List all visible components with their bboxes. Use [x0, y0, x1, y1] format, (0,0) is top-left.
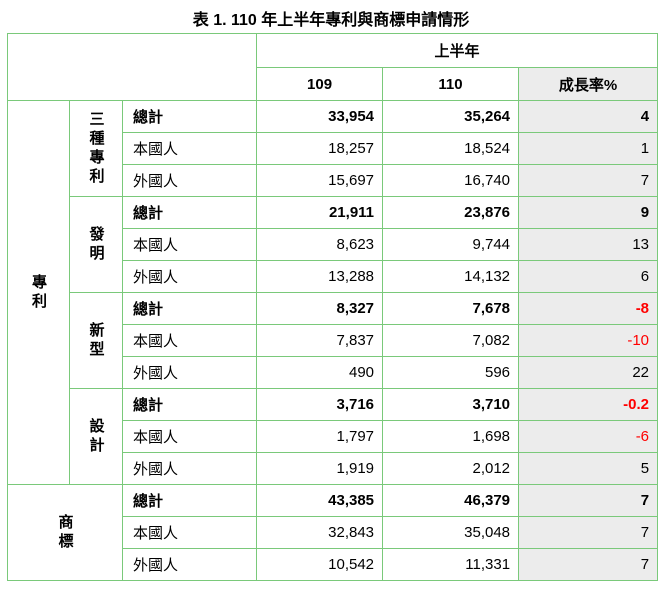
row-label: 總計: [121, 388, 258, 421]
cell-growth: 5: [518, 452, 659, 485]
cell-109: 13,288: [256, 260, 384, 293]
table-row: 設計 總計 3,716 3,710 -0.2: [8, 388, 659, 485]
table-row: 外國人 13,288 14,132 6: [8, 260, 659, 293]
table-row: 商標 總計 43,385 46,379 7: [7, 484, 659, 581]
row-label: 外國人: [121, 260, 258, 293]
cell-109: 1,919: [256, 452, 384, 485]
table-row: 外國人 490 596 22: [8, 356, 659, 389]
cell-110: 2,012: [382, 452, 520, 485]
header-row-period: 上半年: [6, 33, 659, 101]
cell-110: 1,698: [382, 420, 520, 453]
cell-110: 7,082: [382, 324, 520, 357]
cell-109: 18,257: [256, 132, 384, 165]
cell-growth: 4: [518, 100, 659, 133]
table-row: 本國人 18,257 18,524 1: [8, 132, 659, 165]
row-label: 總計: [121, 484, 258, 517]
row-label: 本國人: [121, 420, 258, 453]
row-label: 外國人: [121, 452, 258, 485]
cell-110: 23,876: [382, 196, 520, 229]
subgroup-label-invention: 發明: [69, 196, 123, 293]
cell-109: 43,385: [256, 484, 384, 517]
table-row: 發明 總計 21,911 23,876 9: [8, 196, 659, 293]
cell-109: 490: [256, 356, 384, 389]
cell-growth: -0.2: [518, 388, 659, 421]
cell-growth: 13: [518, 228, 659, 261]
subgroup-label-three: 三種專利: [69, 100, 123, 197]
subgroup-label-utility: 新型: [69, 292, 123, 389]
cell-110: 35,048: [382, 516, 520, 549]
table-row: 本國人 8,623 9,744 13: [8, 228, 659, 261]
cell-growth: 7: [518, 164, 659, 197]
table-row: 新型 總計 8,327 7,678 -8: [8, 292, 659, 389]
table-row: 專利 三種專利 總計 33,954 35,264 4: [7, 100, 659, 485]
header-row-years: 109 110 成長率%: [8, 67, 659, 101]
cell-110: 46,379: [382, 484, 520, 517]
cell-110: 16,740: [382, 164, 520, 197]
row-label: 總計: [121, 292, 258, 325]
cell-110: 7,678: [382, 292, 520, 325]
header-corner-cell: [6, 33, 258, 101]
cell-110: 3,710: [382, 388, 520, 421]
header-growth: 成長率%: [518, 67, 659, 101]
table-title: 表 1. 110 年上半年專利與商標申請情形: [192, 12, 470, 29]
group-label-trademark: 商標: [7, 484, 123, 581]
cell-109: 33,954: [256, 100, 384, 133]
cell-110: 35,264: [382, 100, 520, 133]
cell-growth: -10: [518, 324, 659, 357]
table-row: 外國人 15,697 16,740 7: [8, 164, 659, 197]
row-label: 外國人: [121, 548, 258, 581]
cell-109: 21,911: [256, 196, 384, 229]
header-period: 上半年: [256, 33, 659, 68]
cell-109: 8,327: [256, 292, 384, 325]
row-label: 外國人: [121, 164, 258, 197]
cell-growth: 1: [518, 132, 659, 165]
cell-109: 8,623: [256, 228, 384, 261]
cell-109: 1,797: [256, 420, 384, 453]
cell-growth: -8: [518, 292, 659, 325]
cell-110: 14,132: [382, 260, 520, 293]
cell-growth: -6: [518, 420, 659, 453]
header-year-109: 109: [256, 67, 384, 101]
cell-109: 7,837: [256, 324, 384, 357]
cell-growth: 7: [518, 548, 659, 581]
cell-growth: 6: [518, 260, 659, 293]
cell-110: 18,524: [382, 132, 520, 165]
row-label: 總計: [121, 196, 258, 229]
cell-109: 32,843: [256, 516, 384, 549]
statistics-table: 上半年 109 110 成長率% 專利 三種專利 總計 33,954 35,26…: [6, 33, 659, 581]
subgroup-label-design: 設計: [69, 388, 123, 485]
cell-110: 9,744: [382, 228, 520, 261]
cell-growth: 9: [518, 196, 659, 229]
cell-growth: 22: [518, 356, 659, 389]
table-row: 本國人 1,797 1,698 -6: [8, 420, 659, 453]
table-row: 本國人 32,843 35,048 7: [8, 516, 659, 549]
row-label: 外國人: [121, 356, 258, 389]
table-row: 外國人 1,919 2,012 5: [8, 452, 659, 485]
row-label: 本國人: [121, 228, 258, 261]
header-year-110: 110: [382, 67, 520, 101]
cell-109: 3,716: [256, 388, 384, 421]
cell-growth: 7: [518, 516, 659, 549]
cell-110: 11,331: [382, 548, 520, 581]
cell-110: 596: [382, 356, 520, 389]
row-label: 本國人: [121, 516, 258, 549]
cell-growth: 7: [518, 484, 659, 517]
row-label: 本國人: [121, 324, 258, 357]
row-label: 本國人: [121, 132, 258, 165]
cell-109: 15,697: [256, 164, 384, 197]
group-label-patent: 專利: [7, 100, 70, 485]
cell-109: 10,542: [256, 548, 384, 581]
row-label: 總計: [121, 100, 258, 133]
table-row: 外國人 10,542 11,331 7: [8, 548, 659, 581]
